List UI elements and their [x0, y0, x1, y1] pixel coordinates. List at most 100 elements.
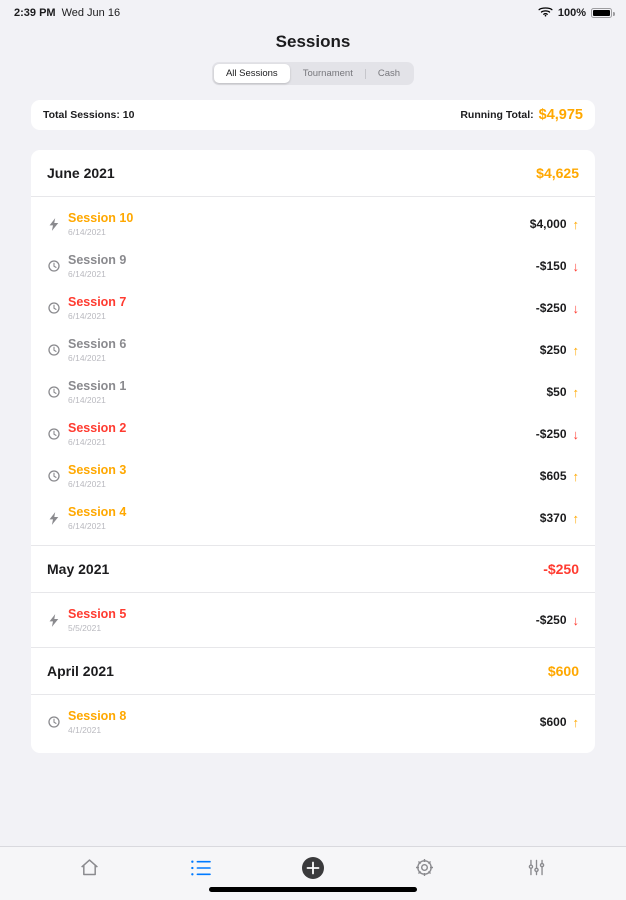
session-amount: $605 [539, 469, 567, 483]
session-info: Session 5 5/5/2021 [68, 607, 126, 633]
session-name: Session 4 [68, 505, 127, 519]
session-amount: -$250 [535, 613, 567, 627]
bolt-icon [47, 217, 61, 231]
page-title: Sessions [275, 32, 351, 51]
session-result: $4,000 ↑ [530, 217, 579, 231]
session-row[interactable]: Session 5 5/5/2021 -$250 ↓ [31, 599, 595, 641]
session-name: Session 7 [68, 295, 127, 309]
session-result: $600 ↑ [540, 715, 579, 729]
running-total-label: Running Total: [460, 109, 534, 121]
trend-arrow-icon: ↓ [572, 426, 580, 442]
session-result: -$250 ↓ [536, 427, 579, 441]
month-group: April 2021 $600 Session 8 4/1/2021 $600 … [31, 647, 595, 749]
session-date: 6/14/2021 [68, 521, 106, 531]
session-date: 6/14/2021 [68, 479, 106, 489]
session-row[interactable]: Session 1 6/14/2021 $50 ↑ [31, 371, 595, 413]
wifi-icon [538, 6, 553, 20]
home-icon [79, 857, 100, 881]
status-left: 2:39 PM Wed Jun 16 [14, 7, 120, 19]
month-header: May 2021 -$250 [31, 545, 595, 593]
summary-card: Total Sessions: 10 Running Total: $4,975 [31, 100, 595, 130]
session-row[interactable]: Session 8 4/1/2021 $600 ↑ [31, 701, 595, 743]
clock-icon [47, 716, 61, 728]
session-result: $605 ↑ [540, 469, 579, 483]
segment-cash[interactable]: Cash [366, 64, 412, 83]
session-date: 6/14/2021 [68, 353, 106, 363]
month-group: May 2021 -$250 Session 5 5/5/2021 -$250 … [31, 545, 595, 647]
sessions-list-icon [190, 859, 212, 880]
segmented-control: All Sessions Tournament Cash [211, 62, 415, 85]
trend-arrow-icon: ↓ [572, 258, 580, 274]
clock-icon [47, 386, 61, 398]
month-header: April 2021 $600 [31, 647, 595, 695]
session-name: Session 3 [68, 463, 127, 477]
session-amount: -$150 [535, 259, 567, 273]
trend-arrow-icon: ↓ [572, 300, 580, 316]
session-name: Session 9 [68, 253, 127, 267]
session-row[interactable]: Session 6 6/14/2021 $250 ↑ [31, 329, 595, 371]
session-rows: Session 8 4/1/2021 $600 ↑ [31, 695, 595, 749]
session-row[interactable]: Session 9 6/14/2021 -$150 ↓ [31, 245, 595, 287]
session-name: Session 1 [68, 379, 127, 393]
tab-filters[interactable] [514, 855, 558, 883]
session-rows: Session 10 6/14/2021 $4,000 ↑ Session 9 … [31, 197, 595, 545]
clock-icon [47, 260, 61, 272]
session-name: Session 8 [68, 709, 127, 723]
clock-icon [47, 302, 61, 314]
session-amount: $4,000 [529, 217, 567, 231]
trend-arrow-icon: ↑ [572, 510, 580, 526]
sessions-card: June 2021 $4,625 Session 10 6/14/2021 $4… [31, 150, 595, 753]
segment-tournament[interactable]: Tournament [291, 64, 365, 83]
total-sessions-label: Total Sessions: 10 [43, 109, 135, 121]
home-indicator[interactable] [209, 887, 417, 892]
session-info: Session 7 6/14/2021 [68, 295, 126, 321]
month-total: -$250 [543, 561, 579, 577]
session-result: $370 ↑ [540, 511, 579, 525]
clock-icon [47, 428, 61, 440]
status-right: 100% [538, 6, 615, 20]
session-info: Session 3 6/14/2021 [68, 463, 126, 489]
session-date: 6/14/2021 [68, 395, 106, 405]
tab-add[interactable] [291, 855, 335, 883]
session-row[interactable]: Session 10 6/14/2021 $4,000 ↑ [31, 203, 595, 245]
battery-icon [591, 8, 615, 18]
segment-all-sessions[interactable]: All Sessions [213, 64, 290, 83]
session-amount: -$250 [535, 427, 567, 441]
session-name: Session 6 [68, 337, 127, 351]
session-row[interactable]: Session 3 6/14/2021 $605 ↑ [31, 455, 595, 497]
session-info: Session 2 6/14/2021 [68, 421, 126, 447]
session-name: Session 2 [68, 421, 127, 435]
gear-icon [414, 857, 435, 881]
status-date: Wed Jun 16 [61, 7, 121, 19]
month-group: June 2021 $4,625 Session 10 6/14/2021 $4… [31, 150, 595, 545]
filters-icon [527, 858, 546, 880]
session-result: $250 ↑ [540, 343, 579, 357]
bolt-icon [47, 613, 61, 627]
session-result: -$250 ↓ [536, 301, 579, 315]
battery-percent: 100% [557, 7, 586, 19]
session-amount: $600 [539, 715, 567, 729]
month-header: June 2021 $4,625 [31, 150, 595, 197]
clock-icon [47, 470, 61, 482]
session-row[interactable]: Session 4 6/14/2021 $370 ↑ [31, 497, 595, 539]
running-total: Running Total: $4,975 [460, 107, 583, 123]
session-amount: $370 [539, 511, 567, 525]
bolt-icon [47, 511, 61, 525]
session-name: Session 5 [68, 607, 127, 621]
month-label: June 2021 [47, 165, 115, 181]
tab-settings[interactable] [403, 855, 447, 883]
session-name: Session 10 [68, 211, 134, 225]
month-total: $4,625 [536, 165, 579, 181]
session-row[interactable]: Session 2 6/14/2021 -$250 ↓ [31, 413, 595, 455]
session-result: $50 ↑ [546, 385, 579, 399]
session-row[interactable]: Session 7 6/14/2021 -$250 ↓ [31, 287, 595, 329]
trend-arrow-icon: ↑ [572, 384, 580, 400]
tab-home[interactable] [68, 855, 112, 883]
session-rows: Session 5 5/5/2021 -$250 ↓ [31, 593, 595, 647]
session-date: 6/14/2021 [68, 227, 106, 237]
trend-arrow-icon: ↑ [572, 216, 580, 232]
session-info: Session 1 6/14/2021 [68, 379, 126, 405]
status-time: 2:39 PM [14, 7, 56, 19]
status-bar: 2:39 PM Wed Jun 16 100% [0, 0, 626, 20]
tab-sessions[interactable] [179, 855, 223, 883]
